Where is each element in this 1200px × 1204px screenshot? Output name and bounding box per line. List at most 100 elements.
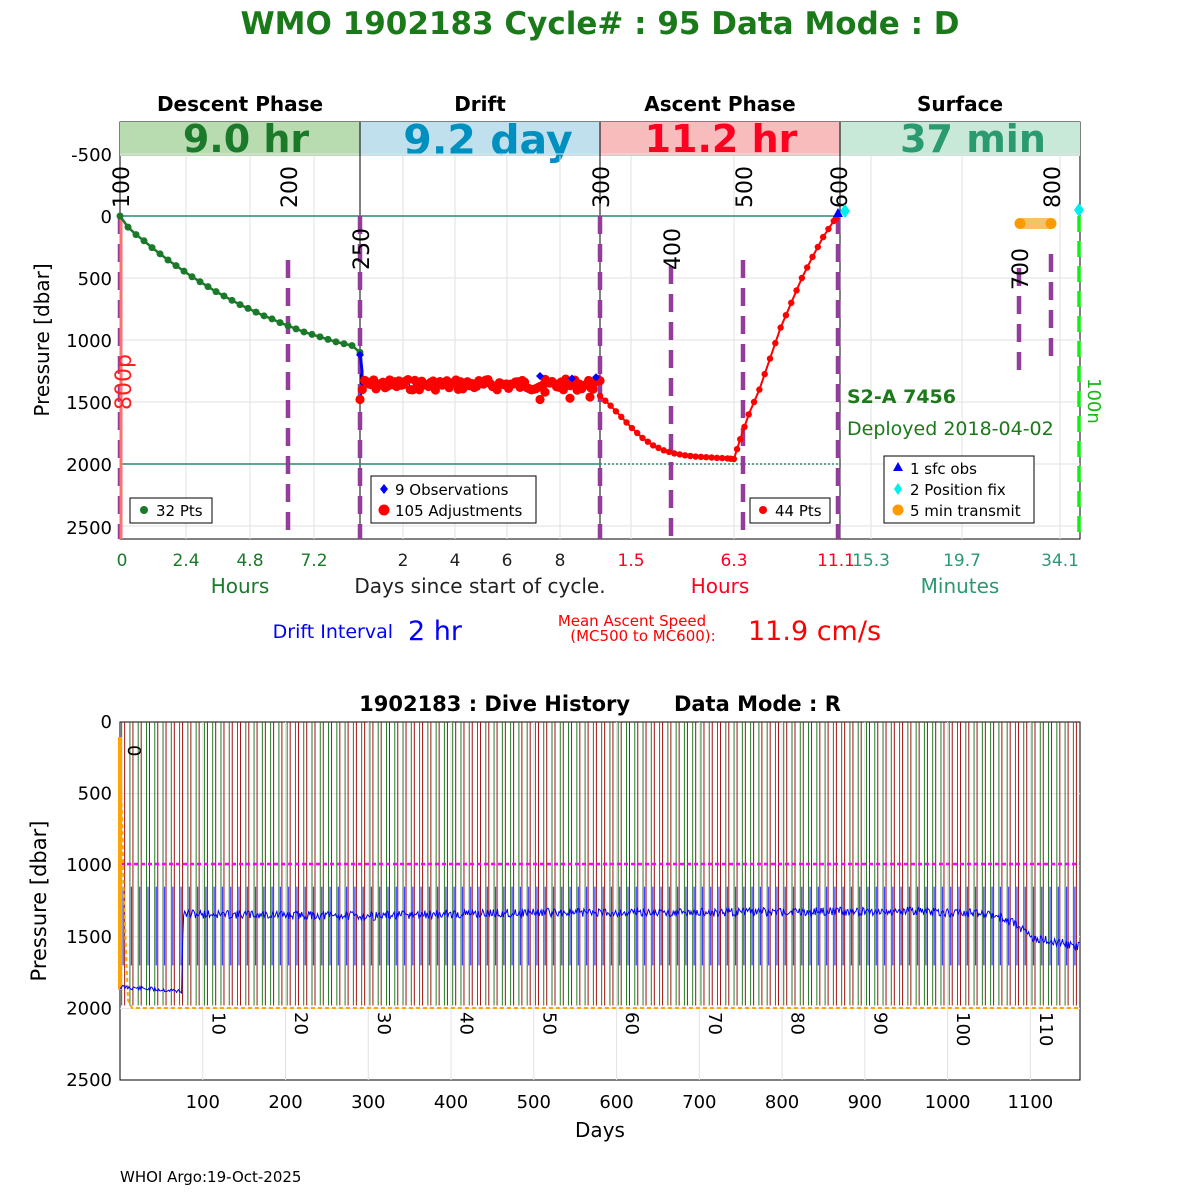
ascent-point [607, 402, 614, 409]
x-unit-drift: Days since start of cycle. [354, 574, 605, 598]
ascent-point [639, 434, 646, 442]
ascent-point [596, 392, 604, 399]
drift-adjustment-point [588, 384, 598, 394]
descent-point [228, 296, 236, 304]
y-tick-label: 2000 [66, 998, 112, 1019]
cycle-number-label: 100 [952, 1012, 973, 1046]
y-tick-label: 1000 [66, 331, 112, 352]
y-tick-label: 1500 [66, 927, 112, 948]
drift-observation-point [568, 374, 576, 383]
ascent-point [782, 312, 790, 319]
x-tick-label: 1.5 [617, 551, 644, 571]
x-tick-label: 34.1 [1041, 551, 1079, 571]
phase-name-ascent: Ascent Phase [644, 92, 795, 116]
ascent-point [819, 233, 827, 241]
legend-label: 9 Observations [395, 481, 509, 499]
ascent-speed-value: 11.9 cm/s [748, 616, 881, 647]
mission-labels: 100 200 250 300 400 500 600 700 800 [110, 166, 1066, 290]
descent-point [300, 328, 308, 336]
descent-point [252, 308, 260, 316]
drift-adjustment-point [558, 385, 569, 395]
transmit-bar [1018, 218, 1054, 229]
ascent-point [803, 264, 811, 271]
cycle-number-label: 0 [123, 745, 144, 756]
y-tick-label: 2500 [66, 1070, 112, 1091]
descent-point [284, 322, 292, 330]
descent-point [340, 340, 348, 348]
x-unit-descent: Hours [211, 574, 270, 598]
descent-point [260, 312, 268, 320]
drift-adjustment-point [583, 375, 594, 386]
ascent-point [665, 448, 673, 456]
ascent-point [825, 225, 832, 233]
side-label-left: 800p [112, 354, 137, 410]
ascent-point [644, 438, 652, 445]
drift-interval-value: 2 hr [408, 616, 463, 647]
drift-series [355, 350, 605, 405]
cycle-number-label: 30 [373, 1012, 394, 1035]
drift-adjustment-point [403, 375, 413, 385]
descent-series [116, 212, 364, 356]
legend-label: 5 min transmit [910, 502, 1021, 520]
descent-point [172, 262, 180, 270]
ascent-point [809, 253, 816, 261]
x-tick-label: 6.3 [720, 551, 747, 571]
descent-point [204, 283, 212, 291]
cycle-info: Drift Interval 2 hr Mean Ascent Speed (M… [273, 612, 881, 647]
ascent-point [649, 442, 657, 449]
legend-marker [378, 504, 390, 516]
cycle-number-label: 110 [1035, 1012, 1056, 1046]
ascent-point [733, 445, 741, 453]
y-tick-label: 0 [101, 712, 112, 733]
y-tick-label: 500 [78, 784, 112, 805]
drift-observation-point [592, 373, 600, 382]
dive-history-grid [120, 722, 1080, 1080]
x-tick-label: 2 [398, 551, 409, 571]
dive-history-x-ticks: 100 200 300 400 500 600 700 800 900 1000 1100 [186, 1092, 1054, 1113]
drift-interval-label: Drift Interval [273, 621, 393, 643]
ascent-speed-sublabel: (MC500 to MC600): [570, 627, 715, 645]
surface-obs-point [833, 208, 843, 217]
mission-label: 600 [828, 166, 853, 208]
drift-observation-point [536, 371, 544, 380]
phase-band-descent [120, 122, 360, 156]
descent-point [220, 292, 228, 300]
legend-surface: 1 sfc obs 2 Position fix 5 min transmit [883, 455, 1035, 524]
descent-point [308, 330, 316, 338]
ascent-series [596, 215, 840, 463]
ascent-point [623, 419, 630, 426]
profile-depth-line [119, 739, 1080, 1009]
descent-point [276, 319, 284, 327]
ascent-point [697, 453, 705, 461]
x-tick-label: 11.1 [817, 551, 855, 571]
legend-marker [759, 506, 767, 514]
legend-box [370, 475, 537, 524]
cycle-chart-x-ticks: 0 2.4 4.8 7.2 2 4 6 8 1.5 6.3 11.1 15.3 … [117, 551, 1079, 571]
ascent-point [633, 429, 641, 437]
y-tick-label: 500 [78, 269, 112, 290]
ascent-speed-label: Mean Ascent Speed [558, 612, 706, 630]
y-tick-label: 2500 [66, 518, 112, 539]
ascent-point [660, 447, 667, 454]
y-tick-label: 2000 [66, 455, 112, 476]
cycle-number-labels: 0 10 20 30 40 50 60 70 80 90 100 110 [123, 745, 1056, 1046]
ascent-point [730, 455, 738, 463]
mission-label: 100 [110, 166, 135, 208]
ascent-point [745, 411, 752, 418]
descent-point [156, 250, 164, 258]
ascent-point [628, 424, 636, 432]
ascent-point [798, 274, 806, 282]
legend-ascent: 44 Pts [749, 497, 831, 524]
descent-point [268, 315, 276, 323]
mission-label: 500 [733, 166, 758, 208]
descent-point [180, 267, 188, 275]
dive-history-chart: 1902183 : Dive History Data Mode : R 0 10… [27, 692, 1081, 1142]
dive-history-y-ticks: 0 500 1000 1500 2000 2500 [66, 712, 112, 1091]
dive-history-title: 1902183 : Dive History Data Mode : R [359, 692, 841, 716]
descent-point [236, 301, 244, 309]
phase-duration-drift: 9.2 day [403, 116, 572, 164]
y-tick-label: 0 [101, 207, 112, 228]
cycle-number-label: 70 [704, 1012, 725, 1035]
